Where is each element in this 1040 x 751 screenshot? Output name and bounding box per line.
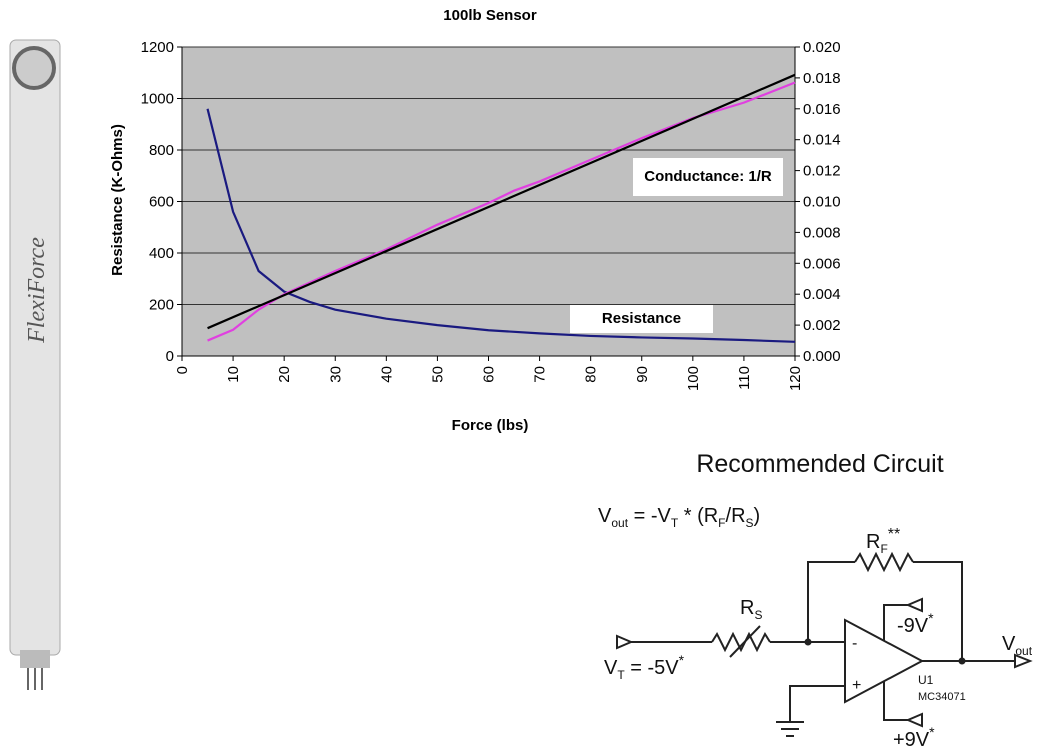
legend-label: Resistance [602, 310, 681, 327]
input-arrow [616, 634, 634, 650]
label-part: ** [888, 526, 900, 543]
formula-part: = -V [628, 505, 671, 527]
label-part: out [1015, 644, 1032, 658]
node [804, 638, 812, 646]
x-tick-label: 20 [276, 366, 293, 383]
x-tick-label: 90 [634, 366, 651, 383]
y-tick-label: 400 [149, 245, 174, 262]
x-tick-label: 40 [378, 366, 395, 383]
circuit: Recommended Circuit Vout = -VT * (RF/RS)… [598, 450, 1033, 751]
formula-part: out [611, 516, 628, 530]
y-tick-label: 1200 [141, 39, 174, 56]
formula-part: T [671, 516, 679, 530]
label-part: -9V [897, 615, 929, 637]
x-tick-label: 100 [685, 366, 702, 391]
x-tick-label: 60 [481, 366, 498, 383]
label-part: V [1002, 633, 1016, 655]
sensor-pad [12, 46, 56, 90]
formula-part: S [746, 516, 754, 530]
label-part: = -5V [625, 657, 680, 679]
rs-label: RS [740, 597, 762, 622]
pos-supply: +9V* [893, 724, 935, 751]
output-arrow [1014, 653, 1033, 669]
y-axis-label: Resistance (K-Ohms) [109, 124, 126, 276]
plus-sign: + [852, 677, 861, 694]
supply-arrow [905, 712, 923, 728]
x-tick-label: 110 [736, 366, 753, 390]
rs-resistor [711, 631, 771, 653]
formula-part: * (R [678, 505, 718, 527]
x-tick-label: 120 [787, 366, 804, 391]
y2-tick-label: 0.010 [803, 194, 841, 211]
legend-box [570, 305, 713, 333]
neg-supply: -9V* [897, 610, 934, 637]
sensor-strip [9, 39, 61, 656]
part-label: MC34071 [918, 691, 966, 703]
label-part: * [928, 610, 934, 626]
label-part: R [866, 531, 880, 553]
legend-box [633, 158, 783, 196]
y2-tick-label: 0.000 [803, 348, 841, 365]
y2-tick-label: 0.014 [803, 132, 841, 149]
supply-arrow [905, 597, 923, 613]
rf-resistor [854, 551, 914, 573]
formula: Vout = -VT * (RF/RS) [598, 505, 760, 530]
y-tick-label: 1000 [141, 91, 174, 108]
y2-tick-label: 0.018 [803, 70, 841, 87]
sensor-label: FlexiForce [24, 237, 50, 344]
vout-label: Vout [1002, 633, 1033, 658]
wire [807, 561, 855, 642]
label-part: S [754, 608, 762, 622]
rf-label: RF** [866, 526, 900, 556]
y2-tick-label: 0.012 [803, 163, 841, 180]
label-part: R [740, 597, 754, 619]
y-tick-label: 200 [149, 297, 174, 314]
formula-part: /R [726, 505, 746, 527]
x-tick-label: 30 [327, 366, 344, 383]
x-tick-label: 50 [429, 366, 446, 383]
wire [883, 681, 908, 721]
x-axis-label: Force (lbs) [452, 417, 529, 434]
wire [883, 604, 908, 641]
wire [789, 685, 845, 722]
formula-part: V [598, 505, 612, 527]
series-line [206, 108, 796, 343]
label-part: F [880, 542, 887, 556]
minus-sign: - [852, 635, 857, 652]
sensor: FlexiForce [9, 39, 61, 690]
series-line [207, 81, 796, 342]
y2-tick-label: 0.006 [803, 255, 841, 272]
chart-title: 100lb Sensor [443, 7, 537, 24]
label-part: +9V [893, 729, 930, 751]
label-part: T [617, 668, 625, 682]
formula-part: F [718, 516, 725, 530]
y-tick-label: 600 [149, 194, 174, 211]
label-part: * [679, 652, 685, 668]
legend-label: Conductance: 1/R [644, 168, 772, 185]
node [958, 657, 966, 665]
y2-tick-label: 0.016 [803, 101, 841, 118]
label-part: V [604, 657, 618, 679]
label-part: * [929, 724, 935, 740]
series-line [207, 73, 796, 330]
y2-tick-label: 0.002 [803, 317, 841, 334]
chart: 100lb Sensor Resistance (K-Ohms) Force (… [109, 7, 841, 434]
wire [913, 561, 963, 661]
y2-tick-label: 0.020 [803, 39, 841, 56]
x-tick-label: 80 [583, 366, 600, 383]
vt-label: VT = -5V* [604, 652, 685, 682]
y2-tick-label: 0.004 [803, 286, 841, 303]
formula-part: ) [754, 505, 761, 527]
rs-variable-arrow [729, 625, 761, 658]
x-tick-label: 0 [174, 366, 191, 374]
circuit-title: Recommended Circuit [696, 450, 943, 478]
y-tick-label: 800 [149, 142, 174, 159]
y2-tick-label: 0.008 [803, 224, 841, 241]
sensor-connector [20, 650, 50, 668]
u1-label: U1 [918, 673, 934, 687]
x-tick-label: 10 [225, 366, 242, 383]
y-tick-label: 0 [166, 348, 174, 365]
x-tick-label: 70 [532, 366, 549, 383]
